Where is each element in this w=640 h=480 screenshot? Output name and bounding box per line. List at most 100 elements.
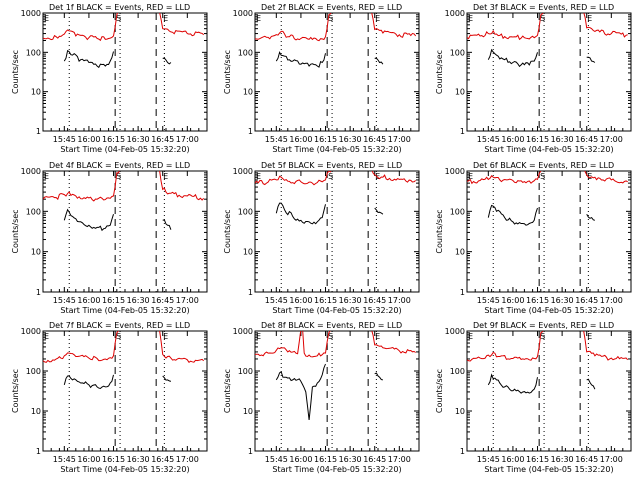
y-axis-label: Counts/sec — [11, 209, 20, 253]
y-tick-label: 10 — [243, 88, 253, 97]
y-tick-label: 1 — [248, 288, 253, 297]
y-tick-label: 100 — [26, 367, 41, 376]
lld-series-line — [43, 171, 120, 202]
plot-title: Det 5f BLACK = Events, RED = LLD — [261, 161, 402, 170]
y-axis-label: Counts/sec — [223, 209, 232, 253]
marker-label-right-e: E — [163, 332, 168, 341]
detector-plot-7: Det 7f BLACK = Events, RED = LLD 1 10 100 10… — [11, 321, 208, 474]
x-tick-label: 17:00 — [176, 296, 199, 305]
x-tick-label: 16:00 — [77, 296, 100, 305]
x-tick-label: 15:45 — [53, 296, 76, 305]
x-tick-label: 15:45 — [53, 135, 76, 144]
x-tick-label: 17:00 — [600, 135, 623, 144]
x-tick-label: 16:45 — [363, 455, 386, 464]
detector-plot-8: Det 8f BLACK = Events, RED = LLD 1 10 100 10… — [223, 321, 420, 474]
lld-series-line — [583, 13, 628, 38]
events-series-line — [275, 363, 326, 420]
x-tick-label: 16:30 — [339, 296, 362, 305]
x-tick-label: 17:00 — [388, 135, 411, 144]
y-tick-label: 1 — [248, 447, 253, 456]
events-series-line — [162, 219, 172, 230]
x-axis-label: Start Time (04-Feb-05 15:32:20) — [272, 145, 401, 154]
x-tick-label: 17:00 — [600, 296, 623, 305]
marker-label-right-e: E — [375, 14, 380, 23]
lld-series-line — [467, 13, 544, 41]
marker-label-left-e: E — [468, 14, 473, 23]
plot-frame — [42, 330, 208, 452]
events-series-line — [162, 375, 172, 382]
x-tick-label: 16:30 — [127, 135, 150, 144]
x-tick-label: 15:45 — [265, 455, 288, 464]
x-tick-label: 16:45 — [151, 455, 174, 464]
x-tick-label: 16:15 — [314, 296, 337, 305]
events-series-line — [586, 56, 596, 63]
y-tick-label: 1 — [36, 127, 41, 136]
events-series-line — [275, 202, 326, 225]
x-tick-label: 16:15 — [526, 296, 549, 305]
lld-series-line — [43, 13, 119, 42]
detector-plot-4: Det 4f BLACK = Events, RED = LLD 1 10 100 10… — [11, 161, 208, 315]
marker-label-s: S — [116, 14, 121, 23]
x-tick-label: 16:15 — [102, 455, 125, 464]
plot-title: Det 3f BLACK = Events, RED = LLD — [473, 3, 614, 12]
x-tick-label: 16:30 — [127, 455, 150, 464]
lld-series-line — [583, 331, 629, 361]
x-tick-label: 17:00 — [176, 455, 199, 464]
y-tick-label: 100 — [238, 207, 253, 216]
events-series-line — [487, 48, 538, 68]
x-axis-label: Start Time (04-Feb-05 15:32:20) — [484, 145, 613, 154]
y-tick-label: 1 — [460, 288, 465, 297]
plot-title: Det 8f BLACK = Events, RED = LLD — [261, 321, 402, 330]
marker-label-left-e: E — [44, 332, 49, 341]
events-series-line — [487, 373, 538, 394]
marker-label-s: S — [540, 172, 545, 181]
x-axis-label: Start Time (04-Feb-05 15:32:20) — [60, 465, 189, 474]
marker-label-left-e: E — [468, 332, 473, 341]
events-series-line — [586, 213, 596, 221]
x-tick-label: 16:45 — [363, 296, 386, 305]
events-series-line — [586, 378, 596, 390]
marker-label-left-e: E — [44, 14, 49, 23]
x-tick-label: 17:00 — [176, 135, 199, 144]
x-tick-label: 16:30 — [127, 296, 150, 305]
x-tick-label: 15:45 — [53, 455, 76, 464]
marker-label-right-e: E — [375, 332, 380, 341]
x-axis-label: Start Time (04-Feb-05 15:32:20) — [484, 306, 613, 315]
marker-label-right-e: E — [163, 14, 168, 23]
y-tick-label: 1000 — [233, 9, 253, 18]
events-series-line — [63, 374, 114, 390]
marker-label-left-e: E — [256, 332, 261, 341]
plot-frame — [466, 170, 632, 293]
y-tick-label: 100 — [450, 48, 465, 57]
lld-series-line — [467, 171, 542, 185]
x-tick-label: 16:15 — [314, 455, 337, 464]
detector-plot-9: Det 9f BLACK = Events, RED = LLD 1 10 100 10… — [435, 321, 632, 474]
x-tick-label: 16:45 — [363, 135, 386, 144]
marker-label-right-e: E — [587, 14, 592, 23]
marker-label-s: S — [328, 172, 333, 181]
marker-label-left-e: E — [468, 172, 473, 181]
y-axis-label: Counts/sec — [223, 50, 232, 94]
y-tick-label: 1 — [460, 447, 465, 456]
y-tick-label: 1000 — [21, 167, 41, 176]
y-tick-label: 1 — [460, 127, 465, 136]
marker-label-s: S — [116, 332, 121, 341]
y-tick-label: 10 — [243, 407, 253, 416]
marker-label-s: S — [540, 332, 545, 341]
x-tick-label: 16:30 — [551, 296, 574, 305]
x-tick-label: 17:00 — [388, 296, 411, 305]
x-axis-label: Start Time (04-Feb-05 15:32:20) — [60, 306, 189, 315]
y-tick-label: 10 — [31, 248, 41, 257]
marker-label-s: S — [328, 332, 333, 341]
y-axis-label: Counts/sec — [435, 369, 444, 413]
detector-plot-5: Det 5f BLACK = Events, RED = LLD 1 10 100 10… — [223, 161, 420, 315]
x-tick-label: 16:45 — [575, 455, 598, 464]
plot-title: Det 7f BLACK = Events, RED = LLD — [49, 321, 190, 330]
x-tick-label: 15:45 — [477, 296, 500, 305]
lld-series-line — [159, 13, 205, 37]
x-tick-label: 15:45 — [265, 135, 288, 144]
marker-label-right-e: E — [587, 172, 592, 181]
x-axis-label: Start Time (04-Feb-05 15:32:20) — [484, 465, 613, 474]
y-tick-label: 1000 — [445, 167, 465, 176]
events-series-line — [374, 57, 384, 65]
